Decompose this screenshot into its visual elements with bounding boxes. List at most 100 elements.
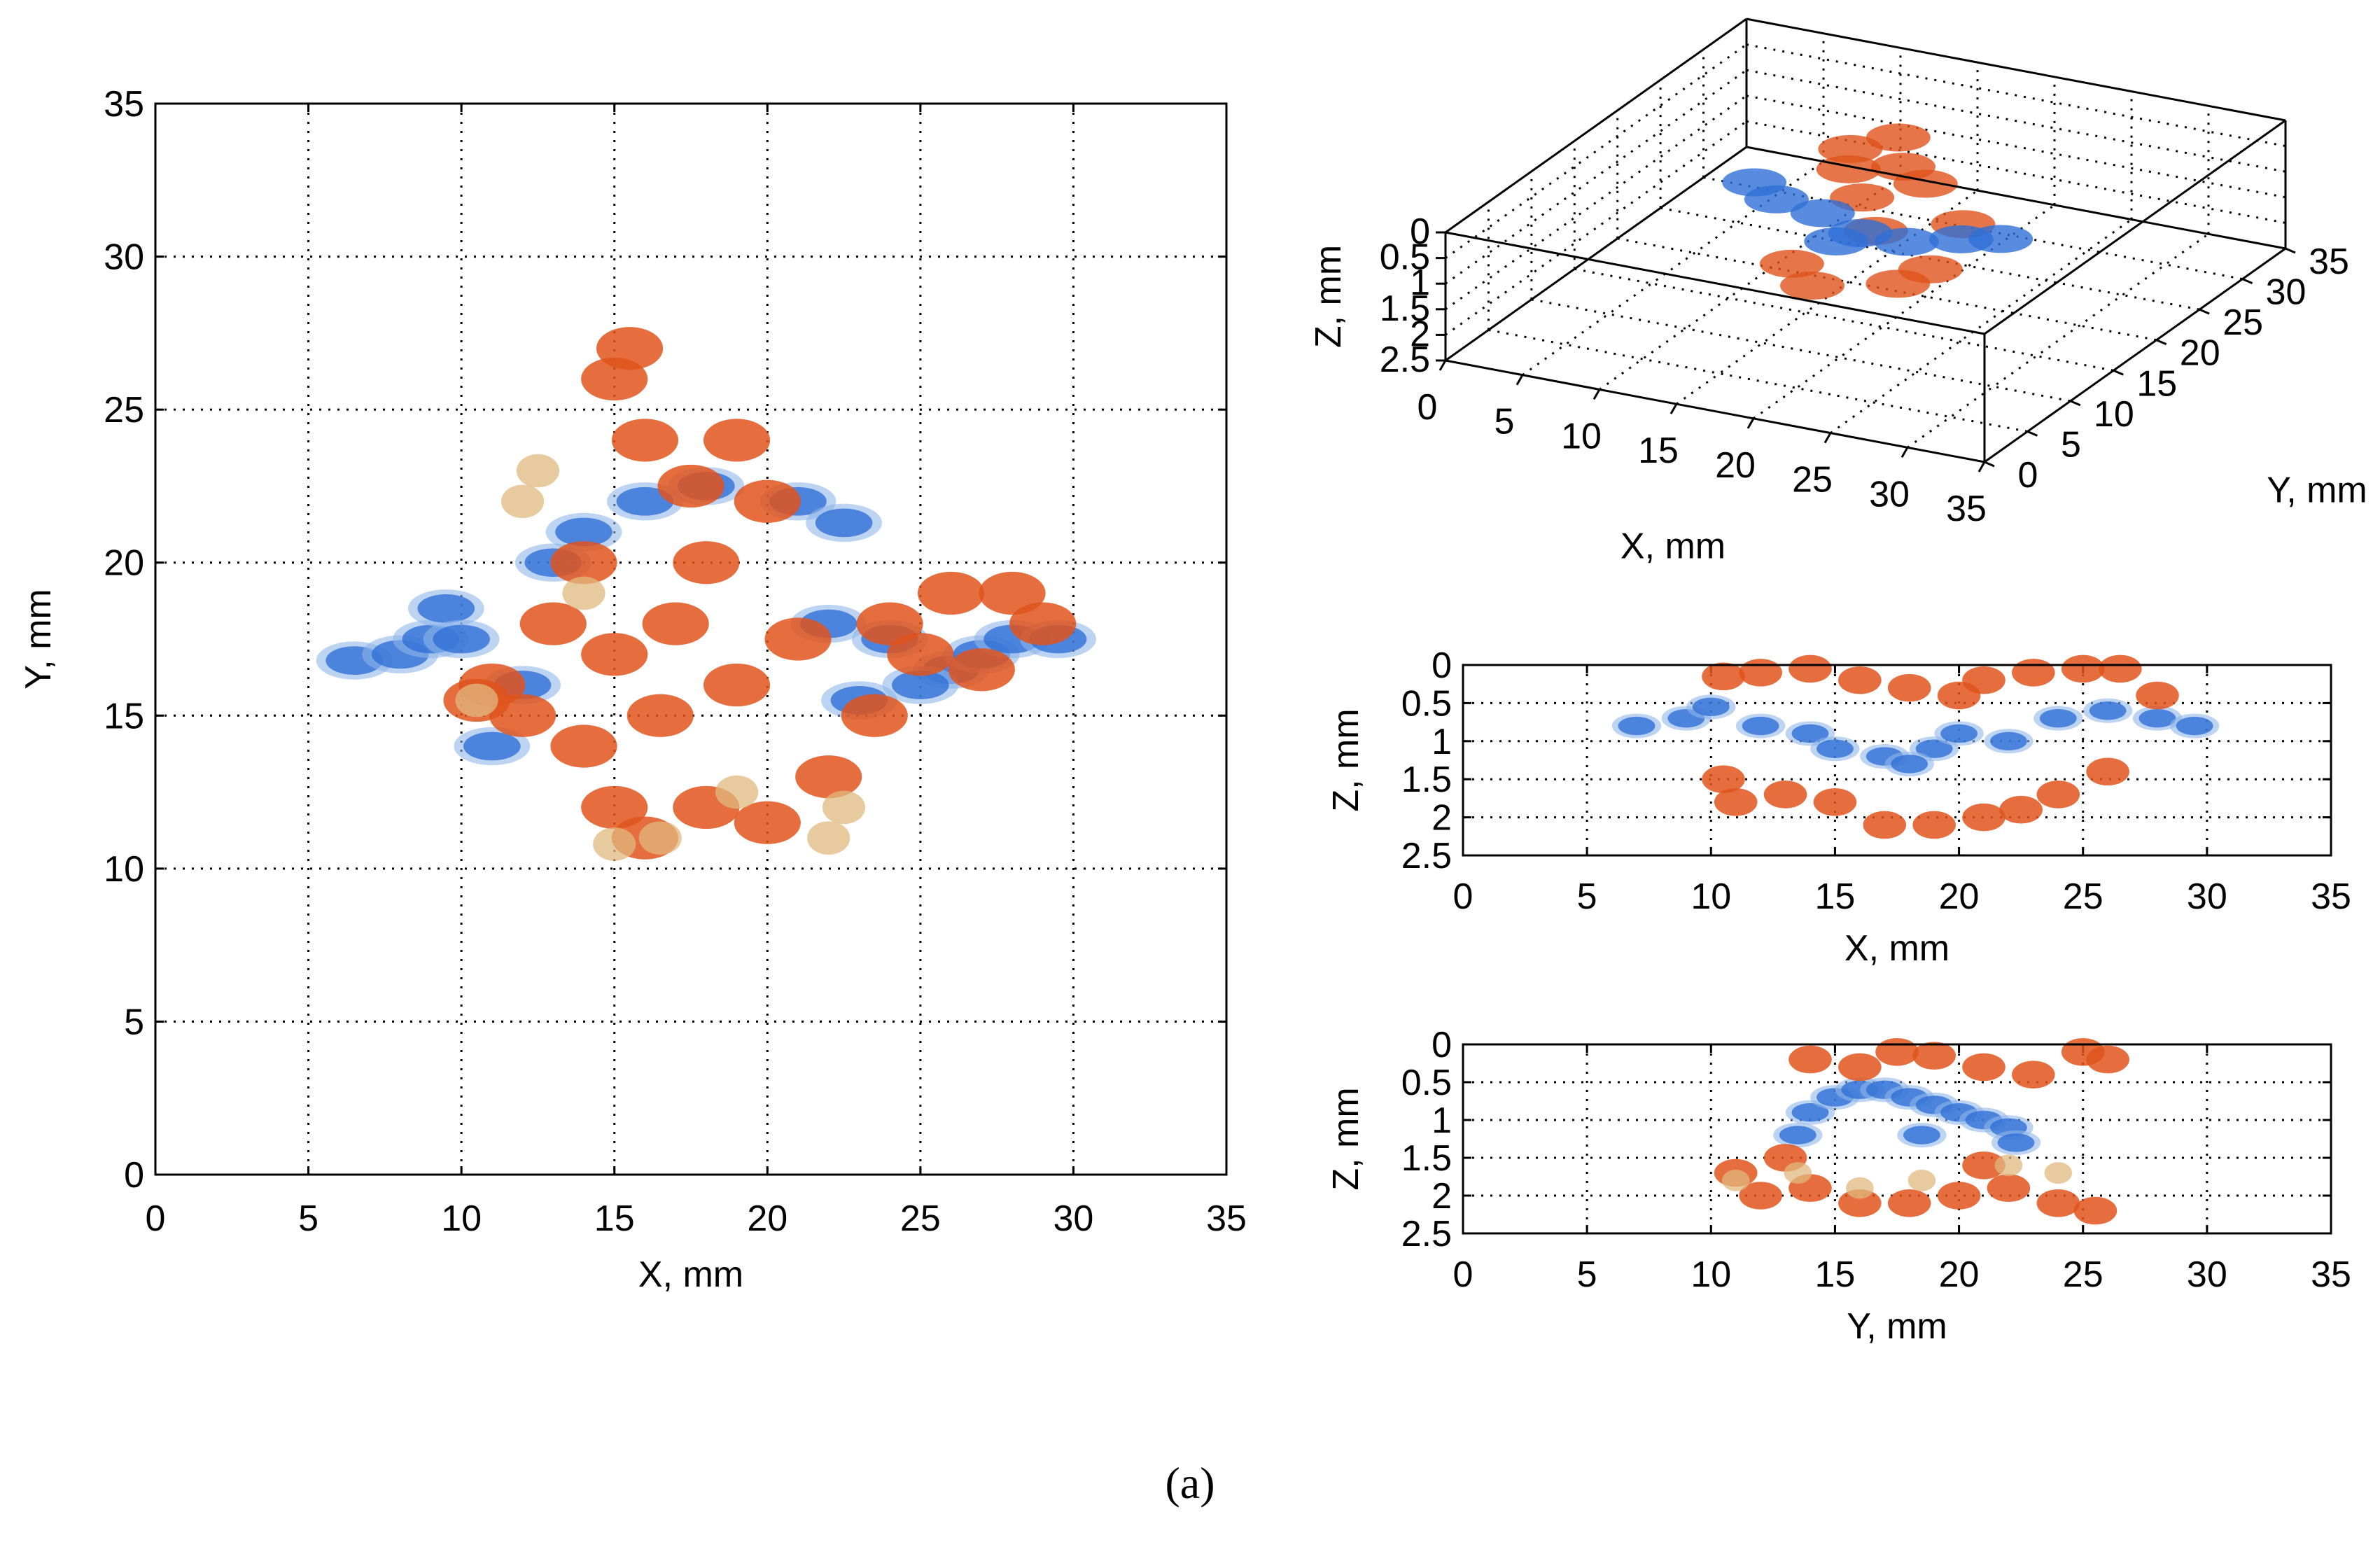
x-tick-label: 20 [747,1198,788,1239]
data-point [1009,602,1077,645]
y-tick-label: 2.5 [1401,1214,1452,1254]
z-tick-label: 0.5 [1380,237,1430,278]
z-tick-label: 1.5 [1380,288,1430,329]
y-tick-label: 2.5 [1401,836,1452,876]
data-point [2039,708,2077,728]
x-tick-label: 25 [2063,1254,2104,1295]
data-point [596,327,664,370]
data-point [979,571,1046,615]
z-tick-label: 0 [1410,211,1430,252]
data-point [2089,701,2127,720]
data-point [2012,1060,2055,1088]
data-point [1912,811,1956,839]
x-tick-label: 5 [298,1198,318,1239]
x-tick-label: 10 [1690,1254,1731,1295]
data-point [841,694,908,737]
data-point [764,617,832,661]
wall-gridline [1445,43,1747,259]
data-point [2176,716,2213,736]
data-point [489,694,556,737]
data-point [2138,708,2176,728]
x-tick-label: 15 [1638,430,1679,471]
data-point [703,419,771,462]
data-point [1818,134,1883,163]
floor-gridline [1830,218,2132,434]
x-tick-label: 10 [441,1198,482,1239]
data-point [1994,1154,2023,1177]
x-tick-label: 30 [1054,1198,1094,1239]
y-tick-mark [2199,308,2210,315]
data-point [1791,1103,1829,1122]
data-point [1721,1170,1750,1191]
data-point [626,694,694,737]
data-point [593,827,636,861]
y-tick-mark [1984,461,1995,468]
x-tick-label: 5 [1494,402,1515,442]
x-tick-mark [1670,403,1678,414]
data-point [1702,765,1745,793]
x-tick-mark [1900,447,1909,458]
data-point [2099,654,2142,683]
floor-gridline [1488,328,2028,433]
series-3d [1722,168,2033,256]
y-tick-label: 1 [1432,1100,1452,1141]
y-tick-label: 15 [2136,363,2177,404]
data-point [2073,1196,2118,1225]
box-edge [1445,231,1985,335]
data-point [1962,1053,2005,1082]
data-point [673,541,740,584]
data-point [948,648,1015,692]
data-point [1780,272,1844,300]
data-point [2036,780,2080,808]
data-point [616,486,674,516]
data-point [519,602,587,645]
data-point [550,724,617,768]
x-tick-label: 25 [2063,876,2104,917]
data-point [1742,716,1779,736]
y-tick-label: 5 [124,1002,144,1042]
plot-frame [1462,664,2332,857]
x-tick-mark [1516,374,1524,386]
data-point [642,602,709,645]
data-point [795,755,862,799]
data-point [581,633,648,676]
y-tick-label: 0 [124,1155,144,1196]
y-tick-label: 20 [104,543,144,584]
data-point [1790,199,1855,227]
x-tick-label: 15 [594,1198,635,1239]
x-tick-label: 15 [1815,1254,1856,1295]
data-point [2061,654,2105,683]
data-point [807,821,850,855]
y-tick-label: 20 [2180,333,2220,374]
data-point [1784,1162,1812,1184]
data-point [892,671,949,699]
y-tick-mark [2156,339,2167,346]
data-point [555,517,612,547]
x-tick-label: 30 [2187,1254,2227,1295]
data-point [2012,659,2055,687]
data-point [1962,803,2005,832]
x-tick-label: 25 [1792,460,1833,500]
y-tick-mark [2285,247,2296,254]
data-point [1714,788,1758,816]
floor-gridline [1531,298,2071,402]
data-point [1791,724,1829,743]
x-tick-label: 20 [1939,876,1980,917]
data-point [1838,1189,1882,1217]
wall-gridline [1445,120,1747,336]
figure-caption: (a) [1165,1458,1214,1508]
panel-xy-projection: 0 5 10 15 20 25 30 35 0 5 10 15 20 25 30 35 X, mm Y, mm [18,84,1247,1295]
data-point [1739,659,1782,687]
data-point [1863,811,1907,839]
data-point [2086,757,2129,786]
y-tick-mark [2241,278,2253,284]
data-point [2086,1045,2129,1074]
x-tick-mark [1438,360,1447,371]
data-point [1874,227,1939,256]
y-tick-mark [2070,400,2081,407]
series-tan [455,454,866,861]
box-edge [1445,359,1985,463]
x-tick-label: 0 [1453,876,1474,917]
wall-gridline [1746,94,2286,199]
